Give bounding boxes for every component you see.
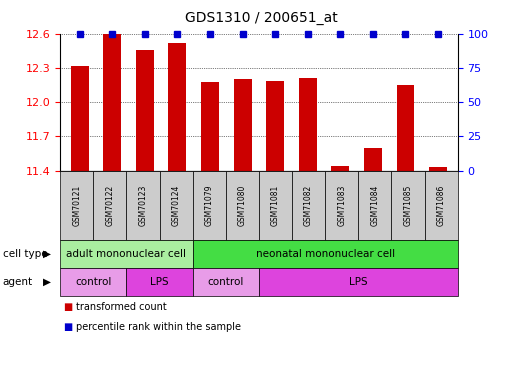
Text: GSM70121: GSM70121 <box>72 184 81 226</box>
Bar <box>192 268 259 296</box>
Text: LPS: LPS <box>150 277 169 287</box>
Text: agent: agent <box>3 277 33 287</box>
Text: neonatal mononuclear cell: neonatal mononuclear cell <box>256 249 395 259</box>
Bar <box>425 171 458 240</box>
Text: GSM70122: GSM70122 <box>105 184 115 226</box>
Text: control: control <box>75 277 111 287</box>
Bar <box>160 171 192 240</box>
Text: adult mononuclear cell: adult mononuclear cell <box>66 249 186 259</box>
Text: GSM71086: GSM71086 <box>437 184 446 226</box>
Bar <box>192 240 458 268</box>
Text: cell type: cell type <box>3 249 47 259</box>
Bar <box>292 171 325 240</box>
Bar <box>127 268 192 296</box>
Text: ▶: ▶ <box>43 277 51 287</box>
Text: GSM70123: GSM70123 <box>139 184 147 226</box>
Text: transformed count: transformed count <box>76 302 167 312</box>
Bar <box>358 171 391 240</box>
Bar <box>93 171 127 240</box>
Bar <box>391 171 425 240</box>
Text: GSM71081: GSM71081 <box>271 184 280 226</box>
Bar <box>259 268 458 296</box>
Bar <box>266 81 284 171</box>
Bar <box>127 171 160 240</box>
Bar <box>259 171 292 240</box>
Text: GSM71083: GSM71083 <box>337 184 346 226</box>
Text: ■: ■ <box>63 302 72 312</box>
Text: GDS1310 / 200651_at: GDS1310 / 200651_at <box>185 11 338 25</box>
Bar <box>168 43 186 171</box>
Bar <box>136 50 154 171</box>
Bar <box>192 171 226 240</box>
Bar <box>364 148 382 171</box>
Text: control: control <box>208 277 244 287</box>
Bar <box>332 166 349 171</box>
Text: GSM71085: GSM71085 <box>403 184 413 226</box>
Bar <box>60 240 192 268</box>
Bar <box>396 85 414 171</box>
Text: GSM71082: GSM71082 <box>304 184 313 226</box>
Bar <box>325 171 358 240</box>
Bar <box>299 78 317 171</box>
Text: GSM71080: GSM71080 <box>238 184 247 226</box>
Bar <box>71 66 89 171</box>
Text: GSM70124: GSM70124 <box>172 184 180 226</box>
Text: LPS: LPS <box>349 277 368 287</box>
Text: percentile rank within the sample: percentile rank within the sample <box>76 322 241 332</box>
Text: GSM71079: GSM71079 <box>204 184 214 226</box>
Text: ■: ■ <box>63 322 72 332</box>
Text: ▶: ▶ <box>43 249 51 259</box>
Text: GSM71084: GSM71084 <box>370 184 379 226</box>
Bar <box>226 171 259 240</box>
Bar <box>429 167 447 171</box>
Bar <box>234 80 252 171</box>
Bar <box>104 34 121 171</box>
Bar <box>201 82 219 171</box>
Bar <box>60 268 127 296</box>
Bar <box>60 171 93 240</box>
